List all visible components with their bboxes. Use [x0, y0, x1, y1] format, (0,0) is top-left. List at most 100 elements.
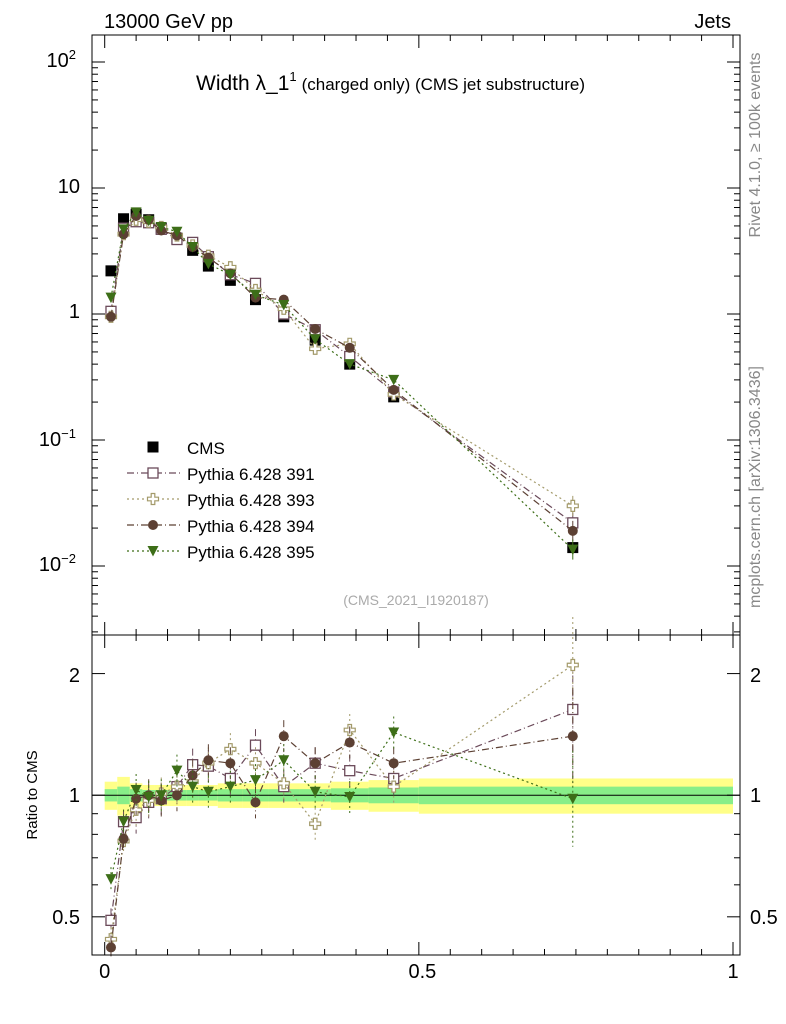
legend-entry: Pythia 6.428 393	[187, 491, 315, 510]
legend-entry: Pythia 6.428 391	[187, 465, 315, 484]
data-point	[118, 213, 130, 225]
ratio-point	[203, 755, 214, 766]
series-line-2	[110, 219, 574, 507]
ratio-point	[143, 791, 155, 803]
ratio-point	[309, 817, 322, 830]
ratio-point	[278, 755, 290, 766]
ratio-point	[388, 758, 399, 769]
ytick-label-1: 1	[69, 301, 80, 323]
ratio-y-axis-label: Ratio to CMS	[24, 750, 41, 839]
ratio-point	[225, 758, 236, 769]
ratio-point	[187, 781, 199, 793]
legend-entry: Pythia 6.428 395	[187, 543, 315, 562]
main-panel: 102 10 1 10−1 10−2 Width λ_11 (charged on…	[39, 34, 741, 636]
ratio-point	[567, 731, 578, 742]
rivet-label: Rivet 4.1.0, ≥ 100k events	[747, 53, 764, 238]
ratio-point	[105, 914, 117, 927]
ytick-label-100: 102	[47, 47, 76, 72]
ratio-point	[187, 770, 198, 781]
legend-marker	[147, 546, 159, 557]
ratio-point	[277, 777, 290, 790]
data-point	[567, 525, 578, 536]
xtick-label-0.5: 0.5	[408, 961, 436, 983]
data-point	[143, 215, 155, 227]
ratio-point	[344, 737, 355, 748]
data-point	[344, 342, 355, 353]
ratio-ytick-label-0.5-right: 0.5	[750, 907, 778, 929]
ytick-label-0.1: 10−1	[39, 426, 76, 451]
data-point	[309, 342, 322, 355]
data-point	[278, 299, 290, 311]
ratio-point	[171, 790, 182, 801]
ratio-panel: 2 1 0.5 2 1 0.5 Ratio to CMS 0 0.5 1	[24, 617, 778, 983]
ratio-marks	[104, 617, 579, 960]
ratio-uncertainty-bands	[104, 776, 733, 816]
ratio-point	[155, 790, 167, 801]
ratio-point	[249, 775, 261, 786]
ratio-point	[344, 791, 356, 803]
ratio-y-tick-labels-left: 2 1 0.5	[52, 665, 80, 929]
ratio-y-tick-labels-right: 2 1 0.5	[750, 665, 778, 929]
ratio-x-tick-labels: 0 0.5 1	[99, 961, 738, 983]
data-point	[310, 324, 321, 335]
ratio-ytick-label-2: 2	[69, 665, 80, 687]
main-marks	[104, 207, 579, 560]
ratio-point	[171, 765, 183, 777]
legend-marker	[147, 441, 159, 453]
series-line-4	[110, 211, 574, 551]
ratio-point	[249, 739, 262, 751]
ratio-point	[105, 942, 116, 953]
data-point	[118, 224, 130, 235]
ratio-point	[130, 803, 143, 816]
chart-title: Width λ_11 (charged only) (CMS jet substr…	[196, 69, 585, 95]
ratio-point	[387, 780, 400, 793]
ratio-ytick-label-0.5: 0.5	[52, 907, 80, 929]
ratio-point	[388, 727, 400, 738]
xtick-label-0: 0	[99, 961, 110, 983]
legend-marker	[148, 520, 158, 530]
legend-marker	[147, 467, 159, 479]
data-point	[105, 292, 117, 304]
ratio-point	[249, 757, 262, 770]
ratio-point	[278, 731, 289, 742]
data-point	[155, 222, 167, 233]
ratio-point	[310, 758, 321, 769]
legend-entry: CMS	[187, 439, 225, 458]
data-point	[566, 499, 579, 512]
ratio-point	[344, 765, 356, 777]
series-line-1	[110, 221, 574, 524]
data-point	[309, 334, 321, 345]
header-observable-group: Jets	[694, 11, 731, 33]
main-axes	[92, 35, 740, 635]
ytick-label-0.01: 10−2	[39, 551, 76, 576]
legend-entry: Pythia 6.428 394	[187, 517, 315, 536]
data-point	[567, 544, 579, 556]
ratio-ytick-label-1-right: 1	[750, 785, 761, 807]
analysis-watermark: (CMS_2021_I1920187)	[343, 592, 489, 608]
ratio-ytick-label-2-right: 2	[750, 665, 761, 687]
data-point	[249, 289, 261, 301]
series-line-3	[110, 215, 574, 532]
data-point	[171, 226, 183, 238]
legend: CMS Pythia 6.428 391 Pythia 6.428 393 Pythi…	[127, 439, 315, 562]
data-point	[105, 311, 116, 322]
ratio-point	[130, 785, 142, 796]
ratio-point	[567, 793, 579, 805]
ratio-line-0	[110, 708, 573, 921]
data-point	[202, 258, 214, 270]
ratio-point	[105, 874, 117, 885]
legend-marker	[146, 492, 160, 506]
main-y-tick-labels: 102 10 1 10−1 10−2	[39, 47, 80, 576]
data-point	[388, 384, 399, 395]
ratio-point	[118, 833, 129, 844]
data-point	[344, 359, 356, 370]
data-point	[187, 242, 199, 253]
ratio-point	[566, 658, 579, 672]
ratio-axes	[92, 635, 740, 955]
ratio-point	[250, 797, 261, 808]
data-point	[224, 269, 236, 281]
ratio-point	[118, 816, 130, 828]
ytick-label-10: 10	[58, 176, 80, 198]
ratio-point	[202, 786, 214, 798]
